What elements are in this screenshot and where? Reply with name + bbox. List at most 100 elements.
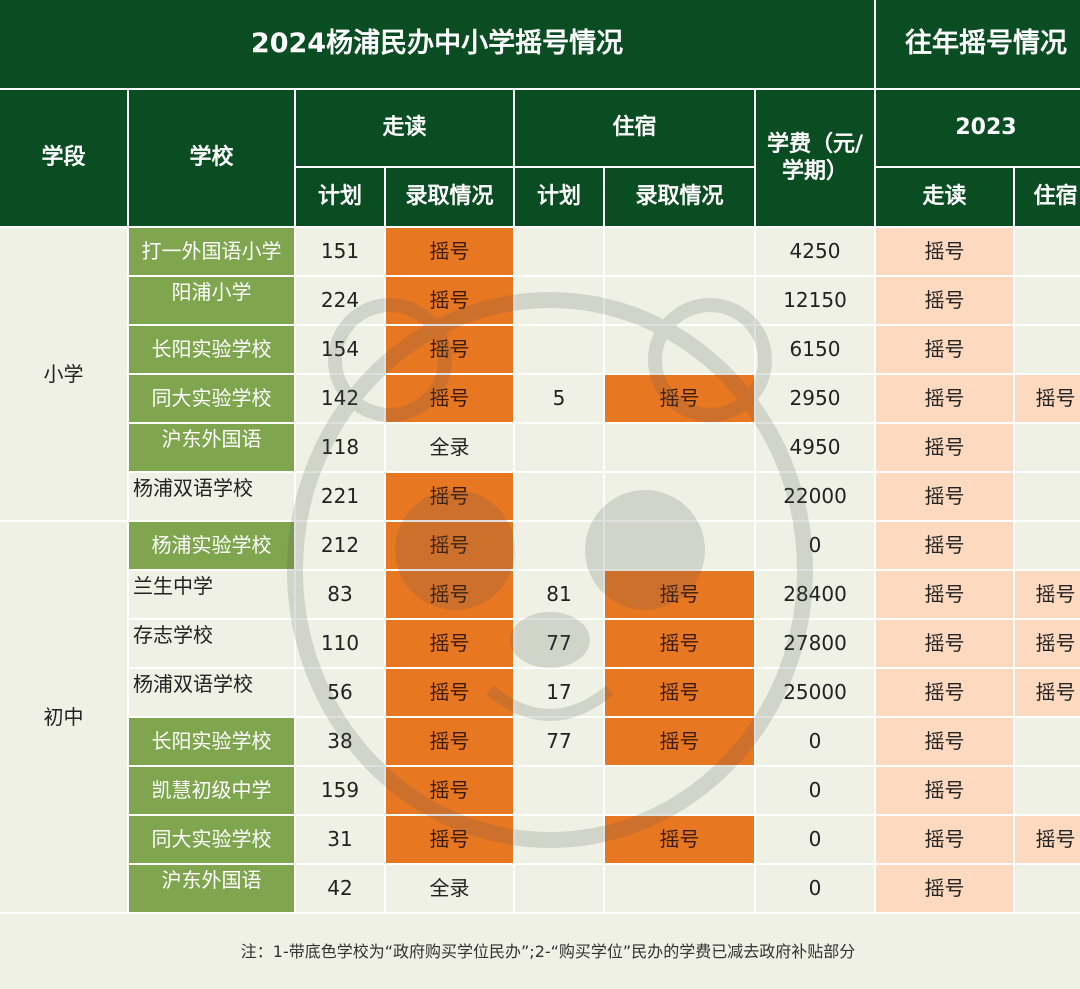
prev-board: 摇号 [1015,669,1080,716]
board-plan [515,326,603,373]
day-plan: 83 [296,571,384,618]
school-name: 打一外国语小学 [129,228,294,275]
prev-day: 摇号 [876,571,1013,618]
prev-board [1015,326,1080,373]
table-title: 2024杨浦民办中小学摇号情况 [0,0,874,88]
header-school: 学校 [129,90,294,226]
prev-day: 摇号 [876,865,1013,912]
school-name: 杨浦双语学校 [129,669,294,716]
board-plan [515,277,603,324]
fee: 0 [756,522,874,569]
board-admit: 摇号 [605,669,754,716]
fee: 4950 [756,424,874,471]
school-name: 沪东外国语 [129,424,294,471]
prev-board: 摇号 [1015,816,1080,863]
board-admit [605,228,754,275]
board-admit [605,865,754,912]
fee: 0 [756,865,874,912]
prev-board [1015,767,1080,814]
day-plan: 42 [296,865,384,912]
fee: 25000 [756,669,874,716]
header-board-plan: 计划 [515,168,603,226]
prev-day: 摇号 [876,326,1013,373]
day-plan: 142 [296,375,384,422]
fee: 28400 [756,571,874,618]
fee: 12150 [756,277,874,324]
day-admit: 全录 [386,865,513,912]
board-admit [605,767,754,814]
header-board-admit: 录取情况 [605,168,754,226]
prev-board: 摇号 [1015,375,1080,422]
board-plan [515,767,603,814]
header-prev-board: 住宿 [1015,168,1080,226]
prev-board: 摇号 [1015,620,1080,667]
header-board: 住宿 [515,90,754,166]
day-admit: 全录 [386,424,513,471]
school-name: 杨浦双语学校 [129,473,294,520]
board-plan: 77 [515,718,603,765]
school-name: 兰生中学 [129,571,294,618]
day-admit: 摇号 [386,620,513,667]
board-plan [515,816,603,863]
day-plan: 56 [296,669,384,716]
prev-day: 摇号 [876,522,1013,569]
header-fee: 学费（元/学期） [756,90,874,226]
lottery-table: 2024杨浦民办中小学摇号情况 往年摇号情况 学段 学校 走读 住宿 学费（元/… [0,0,1080,961]
day-admit: 摇号 [386,326,513,373]
prev-board [1015,277,1080,324]
day-plan: 212 [296,522,384,569]
fee: 27800 [756,620,874,667]
school-name: 沪东外国语 [129,865,294,912]
prev-board [1015,522,1080,569]
prev-years-title: 往年摇号情况 [876,0,1080,88]
board-plan [515,228,603,275]
prev-day: 摇号 [876,424,1013,471]
header-day-plan: 计划 [296,168,384,226]
day-plan: 38 [296,718,384,765]
board-plan: 77 [515,620,603,667]
board-admit [605,277,754,324]
prev-board [1015,228,1080,275]
day-admit: 摇号 [386,277,513,324]
stage-middle: 初中 [0,522,127,912]
board-admit [605,522,754,569]
day-plan: 31 [296,816,384,863]
day-plan: 110 [296,620,384,667]
prev-day: 摇号 [876,277,1013,324]
school-name: 杨浦实验学校 [129,522,294,569]
board-admit: 摇号 [605,375,754,422]
header-day: 走读 [296,90,513,166]
fee: 0 [756,767,874,814]
prev-day: 摇号 [876,718,1013,765]
fee: 4250 [756,228,874,275]
school-name: 长阳实验学校 [129,718,294,765]
board-plan: 81 [515,571,603,618]
school-name: 同大实验学校 [129,375,294,422]
prev-day: 摇号 [876,375,1013,422]
header-day-admit: 录取情况 [386,168,513,226]
prev-board [1015,424,1080,471]
day-plan: 224 [296,277,384,324]
prev-day: 摇号 [876,228,1013,275]
fee: 22000 [756,473,874,520]
prev-day: 摇号 [876,669,1013,716]
day-admit: 摇号 [386,473,513,520]
day-plan: 151 [296,228,384,275]
board-admit: 摇号 [605,620,754,667]
prev-day: 摇号 [876,767,1013,814]
prev-day: 摇号 [876,816,1013,863]
board-admit [605,424,754,471]
day-admit: 摇号 [386,767,513,814]
prev-board [1015,865,1080,912]
day-plan: 118 [296,424,384,471]
board-plan [515,473,603,520]
day-admit: 摇号 [386,228,513,275]
day-admit: 摇号 [386,718,513,765]
day-admit: 摇号 [386,571,513,618]
header-prev-day: 走读 [876,168,1013,226]
school-name: 存志学校 [129,620,294,667]
board-plan [515,865,603,912]
day-plan: 154 [296,326,384,373]
board-admit: 摇号 [605,571,754,618]
fee: 6150 [756,326,874,373]
